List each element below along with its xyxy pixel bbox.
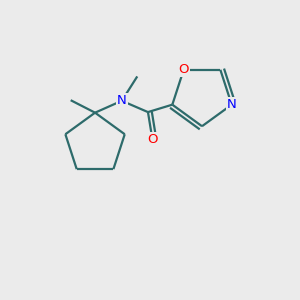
Text: O: O	[178, 63, 189, 76]
Text: N: N	[117, 94, 127, 107]
Text: O: O	[147, 133, 158, 146]
Text: N: N	[227, 98, 237, 111]
